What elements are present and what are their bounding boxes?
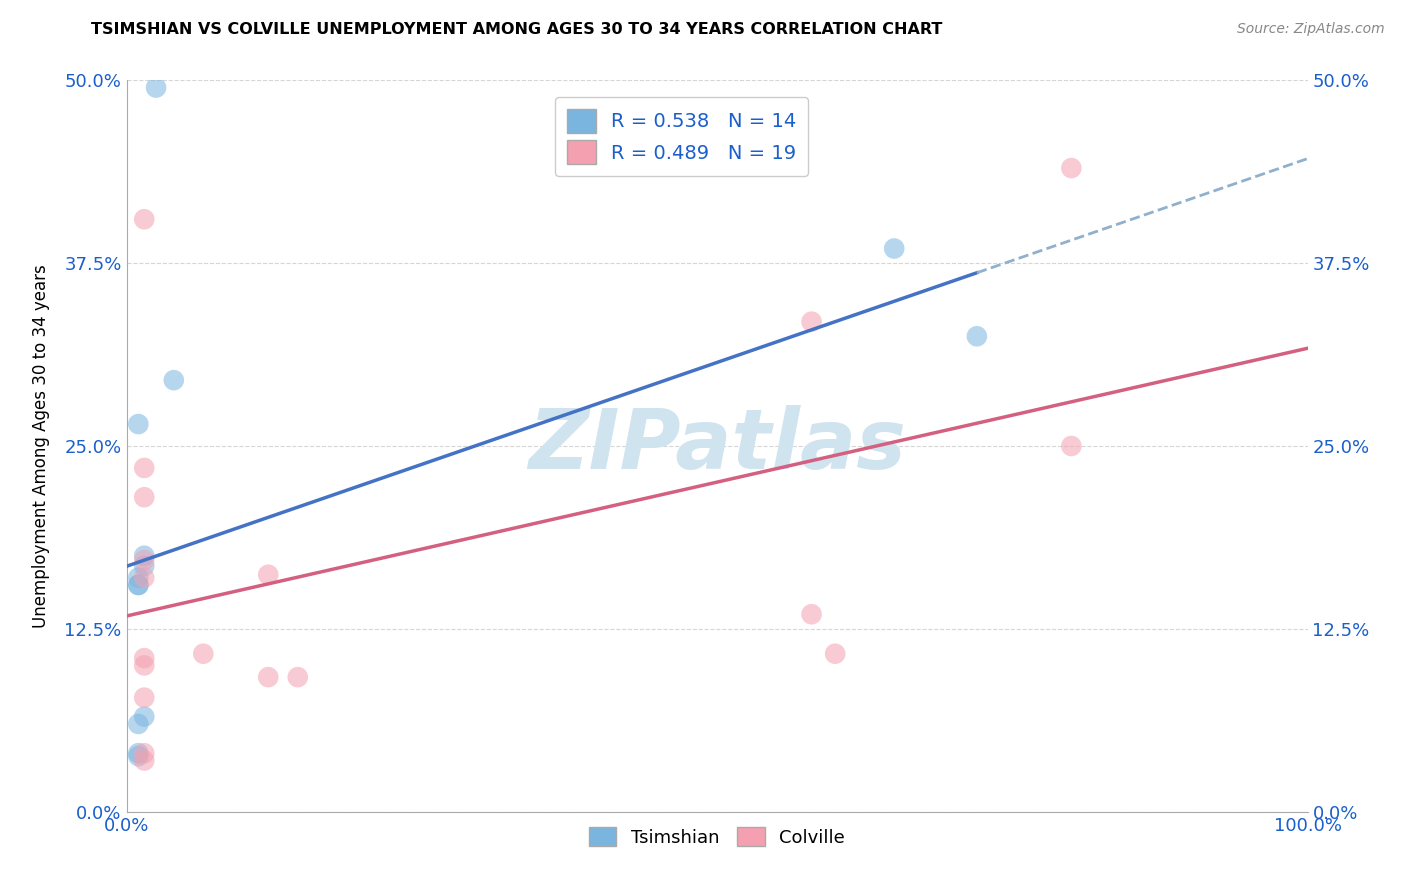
Point xyxy=(145,80,167,95)
Point xyxy=(127,578,149,592)
Point xyxy=(134,658,156,673)
Point xyxy=(134,553,156,567)
Point xyxy=(800,315,823,329)
Point xyxy=(134,746,156,760)
Text: ZIPatlas: ZIPatlas xyxy=(529,406,905,486)
Y-axis label: Unemployment Among Ages 30 to 34 years: Unemployment Among Ages 30 to 34 years xyxy=(32,264,51,628)
Text: TSIMSHIAN VS COLVILLE UNEMPLOYMENT AMONG AGES 30 TO 34 YEARS CORRELATION CHART: TSIMSHIAN VS COLVILLE UNEMPLOYMENT AMONG… xyxy=(91,22,943,37)
Point xyxy=(1060,161,1083,175)
Point xyxy=(127,746,149,760)
Point xyxy=(800,607,823,622)
Point xyxy=(824,647,846,661)
Point xyxy=(134,558,156,573)
Point xyxy=(134,690,156,705)
Point xyxy=(134,709,156,723)
Point xyxy=(257,567,280,582)
Point xyxy=(1060,439,1083,453)
Point xyxy=(134,549,156,563)
Point xyxy=(287,670,309,684)
Point xyxy=(127,717,149,731)
Text: Source: ZipAtlas.com: Source: ZipAtlas.com xyxy=(1237,22,1385,37)
Point xyxy=(257,670,280,684)
Point xyxy=(193,647,215,661)
Point xyxy=(966,329,988,343)
Point xyxy=(883,242,905,256)
Point xyxy=(134,212,156,227)
Point xyxy=(127,417,149,431)
Point xyxy=(163,373,186,387)
Point xyxy=(134,490,156,504)
Point xyxy=(134,754,156,768)
Legend: Tsimshian, Colville: Tsimshian, Colville xyxy=(582,820,852,854)
Point xyxy=(127,571,149,585)
Point xyxy=(134,571,156,585)
Point xyxy=(134,461,156,475)
Point xyxy=(127,578,149,592)
Point xyxy=(134,651,156,665)
Point xyxy=(127,749,149,764)
